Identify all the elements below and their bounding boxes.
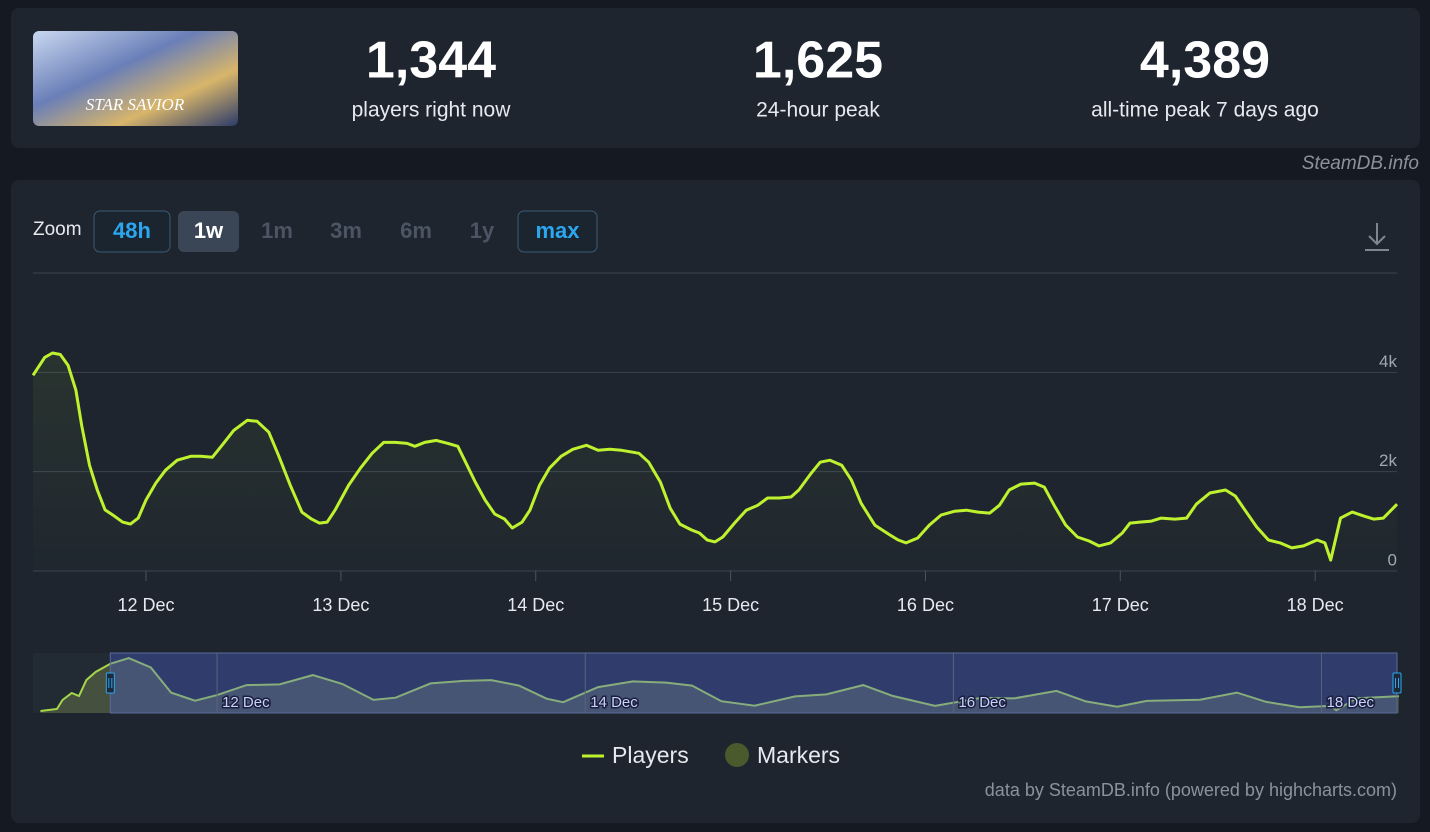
credits[interactable]: data by SteamDB.info (powered by highcha… bbox=[985, 780, 1397, 800]
series-area bbox=[33, 353, 1397, 571]
x-tick-label: 13 Dec bbox=[312, 595, 369, 615]
stat-value: 1,625 bbox=[753, 32, 883, 90]
stat-label: players right now bbox=[352, 99, 512, 122]
navigator-handle-grip bbox=[108, 678, 113, 688]
zoom-button-label[interactable]: 48h bbox=[113, 218, 151, 243]
source-link[interactable]: SteamDB.info bbox=[1302, 153, 1419, 174]
x-tick-label: 12 Dec bbox=[117, 595, 174, 615]
zoom-button-label: 1m bbox=[261, 218, 293, 243]
zoom-button[interactable] bbox=[517, 210, 598, 253]
x-tick-label: 18 Dec bbox=[1287, 595, 1344, 615]
stat-value: 1,344 bbox=[366, 32, 496, 90]
navigator-handle[interactable] bbox=[1392, 672, 1402, 694]
navigator-tick-label: 12 Dec bbox=[222, 694, 270, 711]
zoom-button-label: 6m bbox=[400, 218, 432, 243]
zoom-button-label[interactable]: 1w bbox=[194, 218, 224, 243]
zoom-button-label: 1y bbox=[470, 218, 495, 243]
header-panel bbox=[11, 8, 1420, 148]
x-tick-label: 17 Dec bbox=[1092, 595, 1149, 615]
stat-label: all-time peak 7 days ago bbox=[1091, 99, 1319, 122]
x-tick-label: 16 Dec bbox=[897, 595, 954, 615]
stat-value: 4,389 bbox=[1140, 32, 1270, 90]
legend-label[interactable]: Markers bbox=[757, 742, 840, 768]
navigator-tick-label: 18 Dec bbox=[1327, 694, 1375, 711]
y-tick-label: 4k bbox=[1379, 352, 1397, 371]
x-tick-label: 15 Dec bbox=[702, 595, 759, 615]
navigator-line bbox=[40, 657, 1399, 712]
navigator-handle[interactable] bbox=[105, 672, 115, 694]
zoom-button-label: 3m bbox=[330, 218, 362, 243]
series-line bbox=[31, 351, 1399, 562]
stat-label: 24-hour peak bbox=[756, 99, 880, 122]
zoom-button[interactable] bbox=[178, 211, 239, 252]
game-image[interactable] bbox=[33, 31, 238, 126]
navigator-selection bbox=[109, 652, 1398, 714]
navigator-tick-label: 16 Dec bbox=[958, 694, 1006, 711]
navigator-tick-label: 14 Dec bbox=[590, 694, 638, 711]
zoom-button-label[interactable]: max bbox=[535, 218, 580, 243]
y-tick-label: 2k bbox=[1379, 451, 1397, 470]
legend-swatch bbox=[725, 743, 749, 767]
navigator-handle-grip bbox=[1395, 678, 1399, 688]
legend-label[interactable]: Players bbox=[612, 742, 689, 768]
zoom-label: Zoom bbox=[33, 219, 82, 240]
image-label: STAR SAVIOR bbox=[86, 95, 185, 114]
download-icon[interactable] bbox=[1365, 223, 1389, 251]
zoom-button[interactable] bbox=[93, 210, 171, 253]
x-tick-label: 14 Dec bbox=[507, 595, 564, 615]
